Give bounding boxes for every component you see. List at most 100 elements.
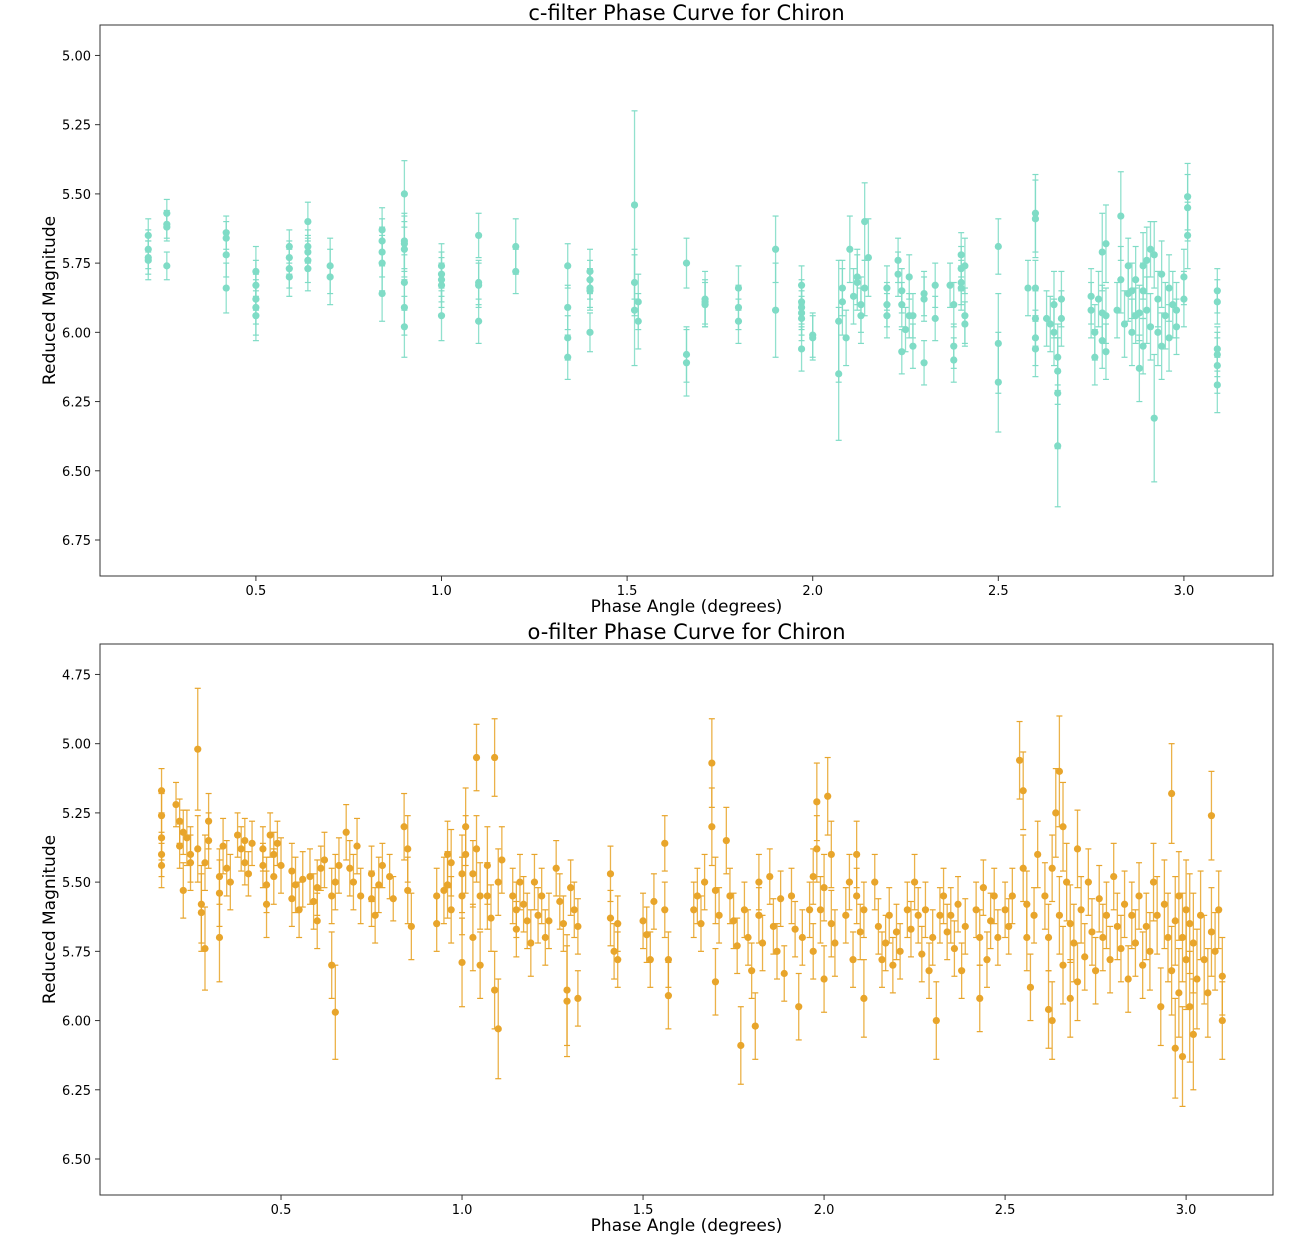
data-point	[313, 917, 321, 925]
c-filter-y-axis-label: Reduced Magnitude	[40, 216, 60, 385]
data-point	[1184, 231, 1192, 240]
data-point	[487, 914, 495, 922]
data-point	[748, 967, 756, 975]
data-point	[918, 950, 926, 958]
x-tick-label: 1.0	[431, 584, 452, 599]
data-point	[270, 872, 278, 881]
data-point	[777, 895, 785, 903]
data-point	[994, 242, 1002, 251]
data-point	[512, 242, 520, 251]
data-point	[820, 975, 828, 983]
data-point	[983, 956, 991, 964]
data-point	[458, 958, 466, 967]
data-point	[1106, 956, 1114, 964]
data-point	[610, 947, 618, 955]
data-point	[1128, 328, 1136, 336]
x-tick-label: 1.5	[633, 1203, 654, 1218]
data-point	[194, 745, 202, 753]
data-point	[1066, 994, 1074, 1003]
data-point	[1153, 911, 1161, 919]
data-point	[842, 334, 850, 342]
o-filter-plot-area	[99, 643, 1274, 1196]
data-point	[878, 956, 886, 964]
data-point	[1215, 906, 1223, 914]
data-point	[737, 1041, 745, 1050]
data-point	[1213, 381, 1221, 389]
data-point	[172, 800, 180, 809]
data-point	[458, 892, 466, 900]
x-tick-label: 2.0	[802, 584, 823, 599]
data-point	[838, 284, 847, 292]
data-point	[715, 911, 723, 919]
data-point	[853, 892, 861, 900]
data-point	[233, 831, 242, 839]
data-point	[1135, 309, 1143, 317]
data-point	[564, 303, 572, 312]
data-point	[1207, 812, 1216, 820]
o-filter-x-ticks: 0.5 1.0 1.5 2.0 2.5 3.0	[271, 1195, 1196, 1218]
data-point	[1113, 306, 1121, 314]
o-filter-y-ticks: 4.75 5.00 5.25 5.50 5.75 6.00 6.25 6.50	[62, 668, 100, 1168]
data-point	[697, 920, 705, 928]
data-point	[483, 892, 491, 900]
data-point	[1117, 944, 1125, 953]
data-point	[331, 878, 339, 886]
data-point	[614, 956, 622, 964]
data-point	[630, 306, 639, 314]
data-point	[1059, 961, 1067, 969]
data-point	[378, 259, 386, 267]
data-point	[920, 359, 928, 367]
data-point	[1171, 917, 1179, 925]
data-point	[842, 911, 850, 919]
data-point	[1189, 1030, 1197, 1039]
data-point	[771, 245, 780, 253]
data-point	[755, 878, 763, 886]
data-point	[1218, 1016, 1226, 1025]
data-point	[1165, 284, 1173, 292]
data-point	[574, 994, 582, 1003]
data-point	[861, 217, 869, 226]
data-point	[1098, 337, 1106, 345]
data-point	[1182, 956, 1190, 964]
data-point	[144, 256, 152, 264]
data-point	[898, 301, 906, 309]
data-point	[1005, 922, 1013, 931]
data-point	[827, 920, 835, 928]
data-point	[1044, 1005, 1053, 1014]
data-point	[437, 312, 446, 320]
data-point	[1139, 961, 1147, 969]
data-point	[1024, 284, 1032, 292]
data-point	[946, 281, 954, 289]
data-point	[1135, 892, 1143, 900]
data-point	[1052, 809, 1060, 817]
data-point	[846, 245, 854, 253]
data-point	[883, 312, 891, 320]
data-point	[1117, 276, 1125, 284]
data-point	[943, 928, 951, 936]
data-point	[1066, 920, 1074, 928]
data-point	[556, 897, 564, 906]
y-tick-label: 5.25	[62, 119, 91, 134]
data-point	[1095, 895, 1103, 903]
data-point	[972, 906, 980, 914]
data-point	[929, 933, 937, 942]
data-point	[931, 281, 939, 289]
data-point	[291, 881, 300, 889]
data-point	[874, 922, 882, 931]
data-point	[797, 345, 806, 353]
data-point	[476, 892, 484, 900]
data-point	[914, 911, 922, 919]
data-point	[849, 956, 857, 964]
data-point	[987, 917, 995, 925]
data-point	[744, 933, 752, 942]
data-point	[950, 944, 959, 953]
data-point	[905, 273, 913, 281]
data-point	[805, 906, 814, 914]
data-point	[475, 317, 483, 325]
data-point	[1161, 312, 1169, 320]
data-point	[932, 1016, 940, 1025]
data-point	[541, 933, 549, 942]
data-point	[1200, 956, 1208, 964]
data-point	[1015, 756, 1024, 764]
data-point	[328, 892, 336, 900]
